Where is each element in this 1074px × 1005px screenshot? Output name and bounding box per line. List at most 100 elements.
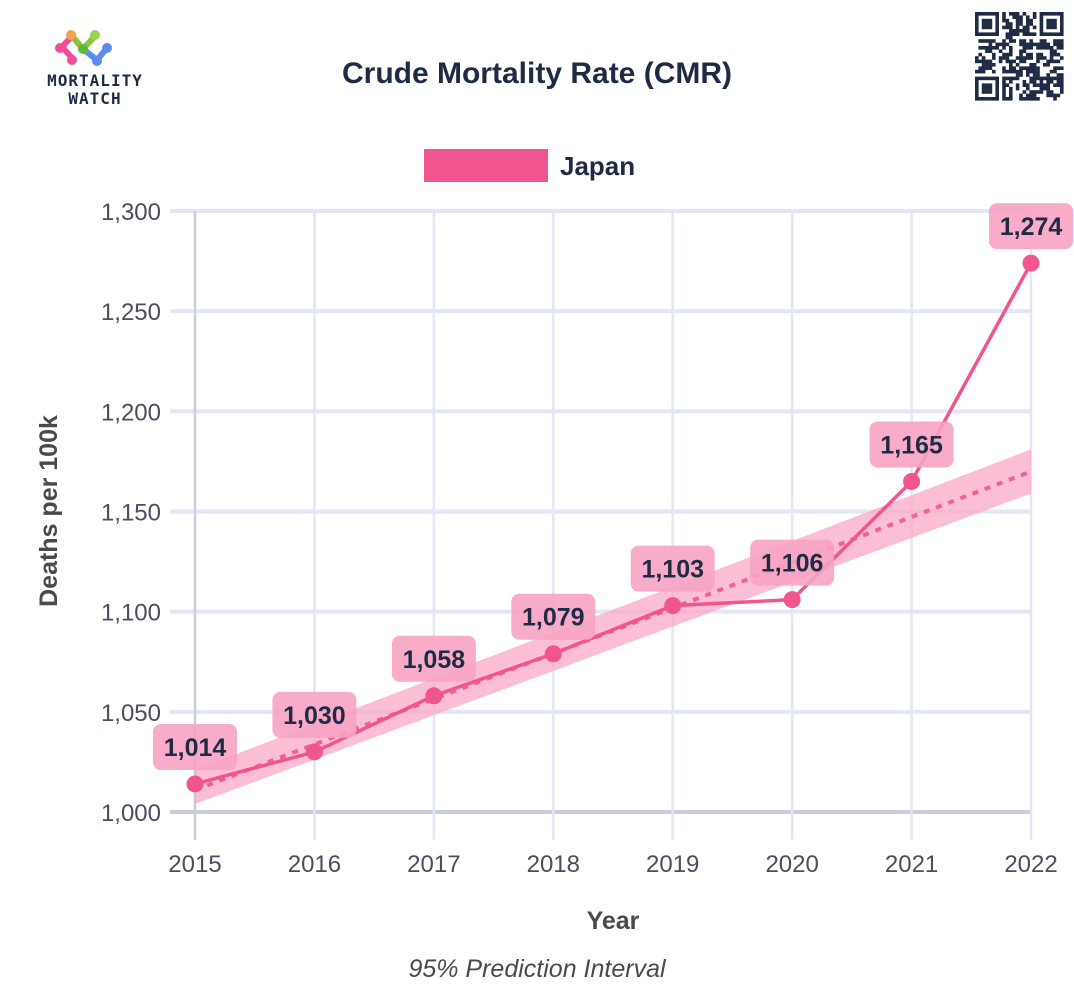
legend[interactable]: Japan	[424, 149, 635, 182]
qr-module	[985, 25, 989, 30]
qr-module	[981, 63, 986, 67]
qr-module	[1026, 25, 1030, 30]
qr-module	[1002, 25, 1006, 30]
qr-module	[1005, 42, 1010, 47]
qr-module	[1053, 18, 1057, 23]
qr-module	[985, 90, 989, 94]
qr-module	[1026, 73, 1030, 77]
qr-module	[995, 83, 999, 87]
legend-label-japan[interactable]: Japan	[560, 151, 635, 181]
qr-module	[995, 22, 999, 26]
qr-module	[995, 93, 999, 98]
y-tick-label: 1,150	[101, 500, 161, 527]
data-label: 1,274	[1000, 213, 1063, 241]
qr-module	[1039, 18, 1044, 23]
qr-module	[1053, 76, 1057, 81]
qr-module	[1039, 80, 1044, 84]
qr-module	[1012, 12, 1016, 16]
qr-module	[992, 52, 996, 57]
qr-module	[1002, 15, 1006, 19]
qr-module	[1009, 46, 1013, 50]
qr-module	[1032, 90, 1037, 94]
qr-module	[1005, 76, 1010, 81]
qr-module	[1046, 25, 1050, 30]
qr-module	[1026, 22, 1030, 26]
qr-module	[1019, 93, 1023, 98]
qr-module	[1029, 90, 1033, 94]
qr-module	[1060, 46, 1064, 50]
qr-module	[1022, 83, 1027, 87]
data-label-box	[630, 545, 715, 592]
qr-module	[1043, 39, 1047, 43]
y-tick-label: 1,000	[101, 800, 161, 827]
qr-module	[1009, 59, 1013, 64]
qr-module	[1056, 93, 1061, 98]
qr-module	[995, 18, 999, 23]
qr-module	[1029, 18, 1033, 23]
qr-module	[1032, 83, 1037, 87]
qr-module	[1022, 80, 1027, 84]
qr-module	[1032, 42, 1037, 47]
qr-module	[985, 83, 989, 87]
qr-module	[1053, 22, 1057, 26]
qr-module	[1039, 90, 1044, 94]
qr-module	[1009, 76, 1013, 81]
qr-module	[981, 18, 986, 23]
qr-module	[1039, 56, 1044, 60]
y-tick-label: 1,300	[101, 199, 161, 226]
qr-module	[975, 93, 979, 98]
qr-module	[1002, 90, 1006, 94]
qr-module	[988, 22, 993, 26]
qr-module	[981, 22, 986, 26]
qr-module	[1060, 18, 1064, 23]
logo-text-line1: MORTALITY	[47, 71, 143, 90]
qr-module	[1015, 18, 1020, 23]
qr-module	[1032, 93, 1037, 98]
qr-module	[1039, 12, 1044, 16]
qr-module	[1019, 29, 1023, 33]
prediction-interval-caption: 95% Prediction Interval	[408, 955, 667, 983]
qr-code-icon[interactable]	[973, 10, 1066, 103]
qr-module	[1039, 86, 1044, 91]
data-label-box	[272, 691, 357, 738]
y-tick-label: 1,250	[101, 299, 161, 326]
qr-module	[1012, 15, 1016, 19]
qr-module	[1056, 39, 1061, 43]
qr-module	[1009, 35, 1013, 40]
qr-module	[1026, 56, 1030, 60]
qr-module	[1049, 80, 1054, 84]
qr-module	[988, 90, 993, 94]
qr-module	[1026, 52, 1030, 57]
qr-module	[1022, 12, 1027, 16]
qr-module	[1039, 29, 1044, 33]
qr-module	[1029, 56, 1033, 60]
qr-module	[1015, 69, 1020, 74]
qr-module	[975, 22, 979, 26]
qr-module	[1009, 97, 1013, 101]
data-label-box	[869, 421, 954, 468]
qr-module	[1022, 39, 1027, 43]
qr-module	[985, 12, 989, 16]
qr-module	[995, 29, 999, 33]
qr-module	[1049, 49, 1054, 53]
data-label: 1,058	[403, 646, 466, 674]
data-label-box	[750, 539, 835, 586]
qr-module	[1019, 42, 1023, 47]
qr-module	[1056, 76, 1061, 81]
qr-module	[1039, 15, 1044, 19]
qr-module	[1009, 29, 1013, 33]
qr-module	[1029, 39, 1033, 43]
qr-module	[1005, 56, 1010, 60]
logo-molecule-icon	[55, 30, 112, 66]
legend-swatch-japan[interactable]	[424, 149, 548, 182]
qr-module	[975, 15, 979, 19]
qr-module	[1019, 56, 1023, 60]
qr-module	[1039, 46, 1044, 50]
qr-module	[978, 46, 982, 50]
qr-module	[1029, 46, 1033, 50]
qr-module	[1002, 80, 1006, 84]
qr-module	[1043, 42, 1047, 47]
qr-module	[1060, 90, 1064, 94]
x-tick-label: 2021	[885, 851, 938, 878]
